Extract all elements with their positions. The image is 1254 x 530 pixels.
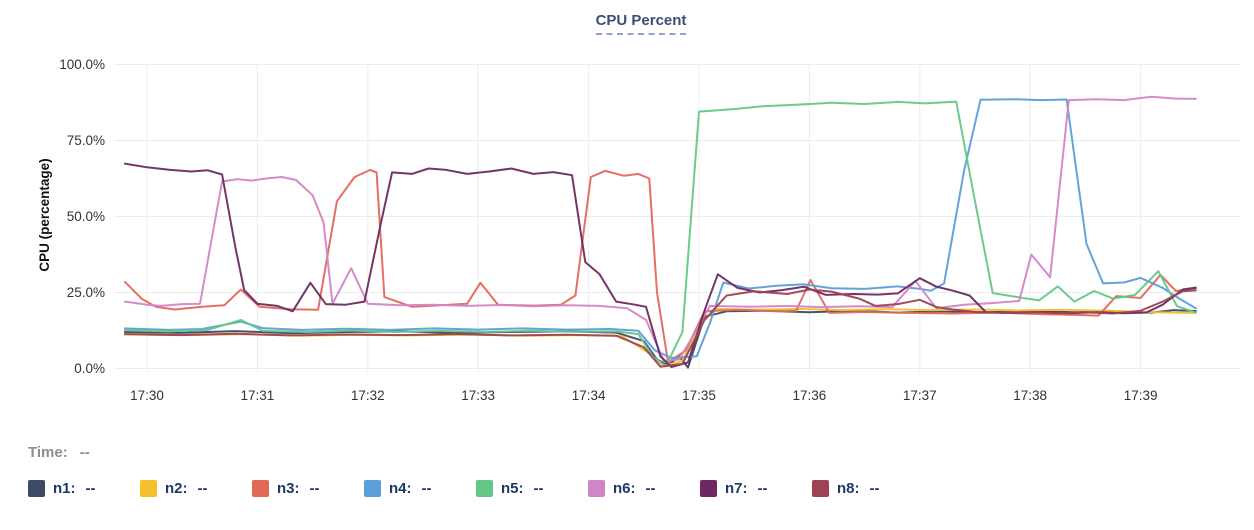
chart-title[interactable]: CPU Percent <box>595 12 687 35</box>
y-tick-label: 75.0% <box>66 132 105 148</box>
legend-item-n4[interactable]: n4: -- <box>364 480 476 497</box>
y-tick-label: 100.0% <box>59 56 105 72</box>
y-tick-label: 25.0% <box>66 284 105 300</box>
legend-swatch-n7 <box>700 480 717 497</box>
legend-value-n5: -- <box>533 480 544 497</box>
legend-label-n6: n6: <box>613 480 636 497</box>
x-tick-label: 17:32 <box>350 388 385 403</box>
legend-value-n8: -- <box>869 480 880 497</box>
x-tick-label: 17:34 <box>571 388 606 403</box>
time-row: Time: -- <box>28 444 90 461</box>
chart-legend: n1: -- n2: -- n3: -- n4: -- n5: -- n6: -- n7: -- n8: -- <box>28 480 924 497</box>
series-line-n6[interactable] <box>123 95 1197 362</box>
legend-swatch-n6 <box>588 480 605 497</box>
x-tick-label: 17:36 <box>792 388 827 403</box>
time-value: -- <box>79 444 90 461</box>
legend-swatch-n5 <box>476 480 493 497</box>
x-tick-label: 17:33 <box>461 388 496 403</box>
legend-label-n4: n4: <box>389 480 412 497</box>
legend-value-n7: -- <box>757 480 768 497</box>
legend-value-n3: -- <box>309 480 320 497</box>
cpu-usage-line-chart[interactable] <box>0 0 1254 430</box>
legend-item-n1[interactable]: n1: -- <box>28 480 140 497</box>
series-line-n5[interactable] <box>123 100 1197 368</box>
y-tick-label: 50.0% <box>66 208 105 224</box>
legend-item-n8[interactable]: n8: -- <box>812 480 924 497</box>
x-tick-label: 17:31 <box>240 388 275 403</box>
x-tick-label: 17:38 <box>1013 388 1048 403</box>
chart-title-wrap: CPU Percent <box>14 12 1254 35</box>
legend-value-n1: -- <box>85 480 96 497</box>
legend-swatch-n1 <box>28 480 45 497</box>
legend-label-n7: n7: <box>725 480 748 497</box>
legend-swatch-n3 <box>252 480 269 497</box>
series-line-n8[interactable] <box>123 288 1197 368</box>
legend-swatch-n2 <box>140 480 157 497</box>
legend-label-n5: n5: <box>501 480 524 497</box>
legend-value-n4: -- <box>421 480 432 497</box>
x-tick-label: 17:39 <box>1123 388 1158 403</box>
legend-value-n2: -- <box>197 480 208 497</box>
legend-item-n3[interactable]: n3: -- <box>252 480 364 497</box>
series-line-n7[interactable] <box>123 162 1197 368</box>
legend-label-n1: n1: <box>53 480 76 497</box>
legend-swatch-n8 <box>812 480 829 497</box>
legend-item-n7[interactable]: n7: -- <box>700 480 812 497</box>
legend-label-n3: n3: <box>277 480 300 497</box>
x-tick-label: 17:35 <box>682 388 716 403</box>
legend-item-n2[interactable]: n2: -- <box>140 480 252 497</box>
legend-label-n2: n2: <box>165 480 188 497</box>
legend-swatch-n4 <box>364 480 381 497</box>
y-tick-label: 0.0% <box>74 360 105 376</box>
legend-item-n5[interactable]: n5: -- <box>476 480 588 497</box>
x-tick-label: 17:37 <box>902 388 937 403</box>
time-label: Time: <box>28 444 68 461</box>
legend-label-n8: n8: <box>837 480 860 497</box>
x-tick-label: 17:30 <box>130 388 164 403</box>
series-line-n4[interactable] <box>123 98 1197 359</box>
legend-item-n6[interactable]: n6: -- <box>588 480 700 497</box>
legend-value-n6: -- <box>645 480 656 497</box>
